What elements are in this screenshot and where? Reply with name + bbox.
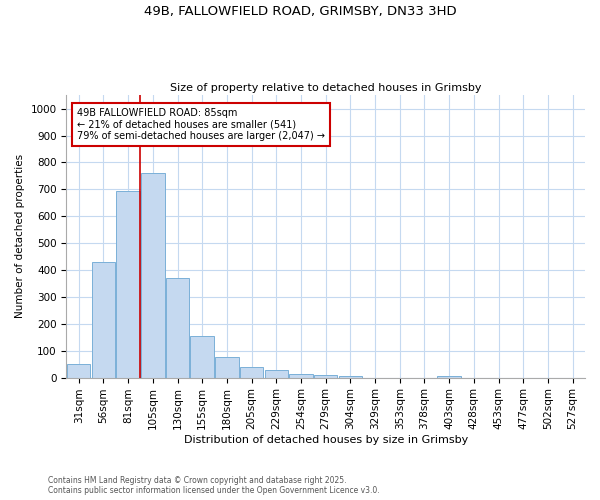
Bar (215, 358, 239, 378)
Bar (240, 368, 263, 378)
Bar (289, 374, 313, 378)
Text: Contains HM Land Registry data © Crown copyright and database right 2025.: Contains HM Land Registry data © Crown c… (48, 476, 347, 485)
Bar (314, 375, 337, 378)
Title: Size of property relative to detached houses in Grimsby: Size of property relative to detached ho… (170, 83, 481, 93)
Bar (265, 370, 288, 378)
Text: 49B FALLOWFIELD ROAD: 85sqm
← 21% of detached houses are smaller (541)
79% of se: 49B FALLOWFIELD ROAD: 85sqm ← 21% of det… (77, 108, 325, 141)
Bar (92, 262, 115, 378)
Y-axis label: Number of detached properties: Number of detached properties (15, 154, 25, 318)
Bar (338, 376, 362, 378)
Bar (141, 173, 164, 378)
Bar (116, 190, 140, 378)
Bar (437, 376, 461, 378)
Bar (190, 336, 214, 378)
Text: Contains public sector information licensed under the Open Government Licence v3: Contains public sector information licen… (48, 486, 380, 495)
Bar (166, 278, 189, 378)
Bar (67, 364, 91, 378)
X-axis label: Distribution of detached houses by size in Grimsby: Distribution of detached houses by size … (184, 435, 468, 445)
Text: 49B, FALLOWFIELD ROAD, GRIMSBY, DN33 3HD: 49B, FALLOWFIELD ROAD, GRIMSBY, DN33 3HD (143, 5, 457, 18)
